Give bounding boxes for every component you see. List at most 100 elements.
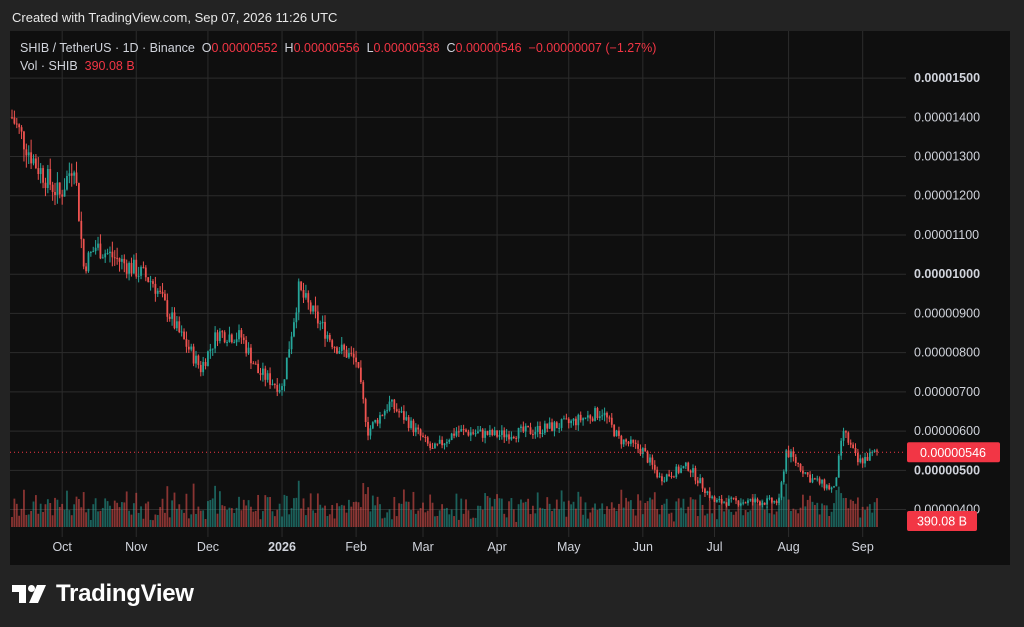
price-tick-label: 0.00000800: [914, 346, 980, 360]
volume-bar: [689, 497, 692, 527]
candle-body: [324, 321, 326, 339]
candle-body: [553, 422, 556, 431]
current-price-badge: [907, 442, 1000, 463]
candle-body: [180, 331, 183, 333]
volume-bar: [340, 504, 343, 527]
volume-bar: [426, 510, 429, 527]
volume-bar: [11, 517, 13, 527]
chart-legend: SHIB / TetherUS · 1D · Binance O0.000005…: [20, 39, 656, 75]
volume-bar: [333, 518, 336, 527]
candle-body: [68, 173, 71, 176]
candle-body: [601, 415, 604, 417]
volume-bar: [567, 500, 570, 527]
volume-bar: [558, 509, 561, 527]
volume-label[interactable]: Vol · SHIB: [20, 59, 78, 73]
volume-bar: [410, 510, 412, 527]
volume-bar: [527, 498, 530, 527]
candle-body: [546, 423, 549, 429]
volume-bar: [656, 509, 659, 527]
volume-bar: [780, 483, 783, 527]
candle-body: [682, 466, 685, 469]
time-tick-label: Apr: [487, 540, 506, 554]
volume-bar: [13, 498, 16, 527]
volume-bar: [775, 511, 778, 527]
candle-body: [13, 117, 16, 124]
price-chart[interactable]: 0.00001500 0.00001400 0.00001300 0.00001200…: [10, 31, 1010, 565]
volume-bar: [871, 512, 874, 527]
volume-bar: [498, 498, 501, 527]
candle-body: [92, 251, 95, 253]
close-label: C: [446, 41, 456, 55]
candle-body: [61, 194, 64, 197]
volume-bar: [644, 502, 647, 527]
volume-bar: [166, 486, 169, 527]
candle-body: [381, 415, 384, 417]
volume-bar: [307, 507, 310, 527]
volume-bar: [680, 507, 682, 527]
volume-bar: [665, 498, 668, 527]
candle-body: [448, 440, 451, 442]
volume-bar: [316, 493, 319, 527]
candle-body: [128, 262, 130, 274]
candle-body: [283, 379, 286, 387]
candle-body: [434, 443, 436, 449]
volume-bar: [106, 501, 109, 527]
volume-bar: [563, 501, 565, 527]
symbol-label[interactable]: SHIB / TetherUS · 1D · Binance: [20, 41, 195, 55]
volume-bar: [627, 501, 630, 527]
volume-bar: [770, 502, 773, 527]
volume-bar: [493, 498, 496, 527]
volume-bar: [532, 505, 534, 527]
volume-bar: [221, 505, 224, 527]
volume-bar: [152, 520, 154, 527]
volume-bar: [66, 490, 68, 527]
candle-body: [575, 418, 577, 426]
candle-body: [761, 502, 764, 506]
volume-bar: [861, 506, 864, 527]
candle-body: [144, 267, 147, 278]
volume-bar: [785, 483, 788, 527]
volume-bar: [598, 508, 601, 527]
volume-bar: [629, 500, 632, 527]
candle-body: [104, 253, 107, 258]
candle-body: [503, 430, 506, 438]
volume-bar: [168, 517, 171, 527]
candle-body: [221, 331, 224, 333]
time-axis[interactable]: Oct Nov Dec 2026 Feb Mar Apr May Jun Jul Aug Sep: [52, 540, 873, 554]
volume-bar: [355, 501, 357, 527]
volume-bar: [336, 503, 338, 527]
candle-body: [524, 425, 527, 432]
volume-bar: [434, 516, 436, 527]
volume-bar: [350, 506, 353, 527]
candle-body: [140, 267, 142, 276]
volume-bar: [159, 507, 162, 527]
candle-body: [293, 322, 295, 337]
price-tick-label: 0.00001200: [914, 189, 980, 203]
volume-bar: [539, 507, 541, 527]
candle-body: [696, 480, 699, 484]
volume-bar: [747, 512, 749, 527]
candle-body: [80, 220, 83, 240]
volume-bar: [130, 514, 133, 527]
candle-body: [811, 478, 814, 483]
volume-bar: [300, 508, 303, 527]
candle-body: [529, 427, 532, 435]
candle-body: [147, 277, 150, 282]
candle-body: [859, 458, 862, 463]
candle-body: [285, 357, 288, 380]
volume-bar: [672, 521, 675, 527]
volume-bar: [218, 491, 221, 527]
chart-panel[interactable]: 0.00001500 0.00001400 0.00001300 0.00001200…: [10, 31, 1010, 565]
volume-bar: [849, 499, 852, 527]
tradingview-brand[interactable]: TradingView: [12, 580, 194, 608]
candle-body: [340, 344, 343, 352]
candle-body: [548, 422, 551, 429]
candle-body: [804, 472, 807, 474]
price-axis[interactable]: 0.00001500 0.00001400 0.00001300 0.00001200…: [914, 71, 980, 516]
candle-body: [842, 431, 845, 441]
volume-bar: [579, 496, 582, 527]
candle-body: [58, 182, 61, 195]
volume-bar: [866, 506, 869, 527]
volume-bar: [835, 490, 838, 527]
candle-body: [474, 433, 477, 435]
